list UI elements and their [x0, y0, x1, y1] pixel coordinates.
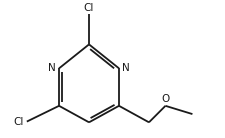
Text: Cl: Cl [14, 117, 24, 127]
Text: Cl: Cl [83, 3, 94, 13]
Text: O: O [161, 94, 169, 104]
Text: N: N [122, 63, 129, 73]
Text: N: N [48, 63, 56, 73]
